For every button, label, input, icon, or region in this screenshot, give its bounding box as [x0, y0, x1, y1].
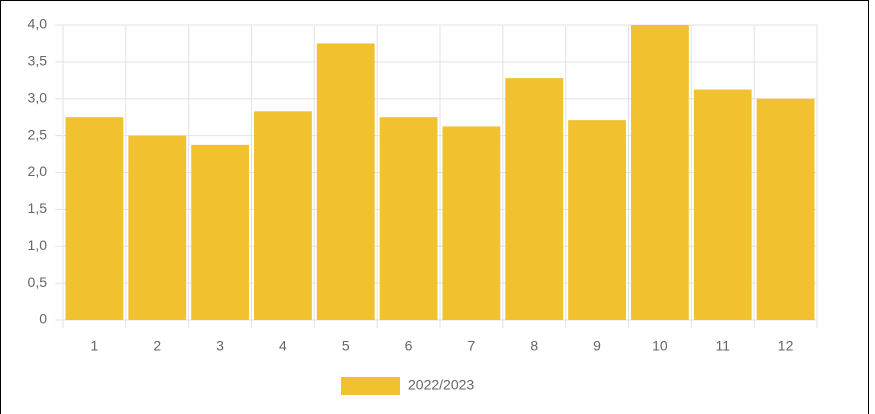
y-tick-label: 0,5 — [28, 274, 48, 290]
x-tick-label: 1 — [91, 338, 99, 354]
x-tick-label: 4 — [279, 338, 287, 354]
x-tick-label: 8 — [530, 338, 538, 354]
bar — [442, 126, 501, 320]
bar — [505, 78, 564, 320]
x-tick-label: 7 — [468, 338, 476, 354]
x-tick-label: 2 — [153, 338, 161, 354]
x-tick-label: 3 — [216, 338, 224, 354]
bar — [128, 135, 187, 320]
x-tick-label: 9 — [593, 338, 601, 354]
y-tick-label: 3,5 — [28, 53, 48, 69]
y-tick-label: 2,0 — [28, 163, 48, 179]
bar — [631, 25, 689, 320]
y-tick-label: 1,0 — [28, 237, 48, 253]
y-tick-label: 0 — [39, 311, 47, 327]
x-tick-label: 6 — [405, 338, 413, 354]
x-tick-label: 10 — [652, 338, 668, 354]
bar — [693, 89, 752, 320]
x-tick-label: 11 — [715, 338, 730, 354]
bar — [316, 43, 375, 320]
bar — [191, 144, 249, 320]
legend-swatch — [341, 377, 400, 395]
x-tick-label: 5 — [342, 338, 350, 354]
y-tick-label: 1,5 — [28, 200, 48, 216]
legend-label: 2022/2023 — [408, 377, 474, 393]
y-tick-label: 2,5 — [28, 126, 48, 142]
bar — [756, 98, 815, 320]
x-tick-label: 12 — [778, 338, 794, 354]
y-tick-label: 3,0 — [28, 89, 48, 105]
bar — [65, 117, 124, 320]
bar — [379, 117, 438, 320]
y-tick-label: 4,0 — [28, 16, 48, 32]
bar — [254, 111, 312, 320]
bar — [568, 120, 626, 320]
